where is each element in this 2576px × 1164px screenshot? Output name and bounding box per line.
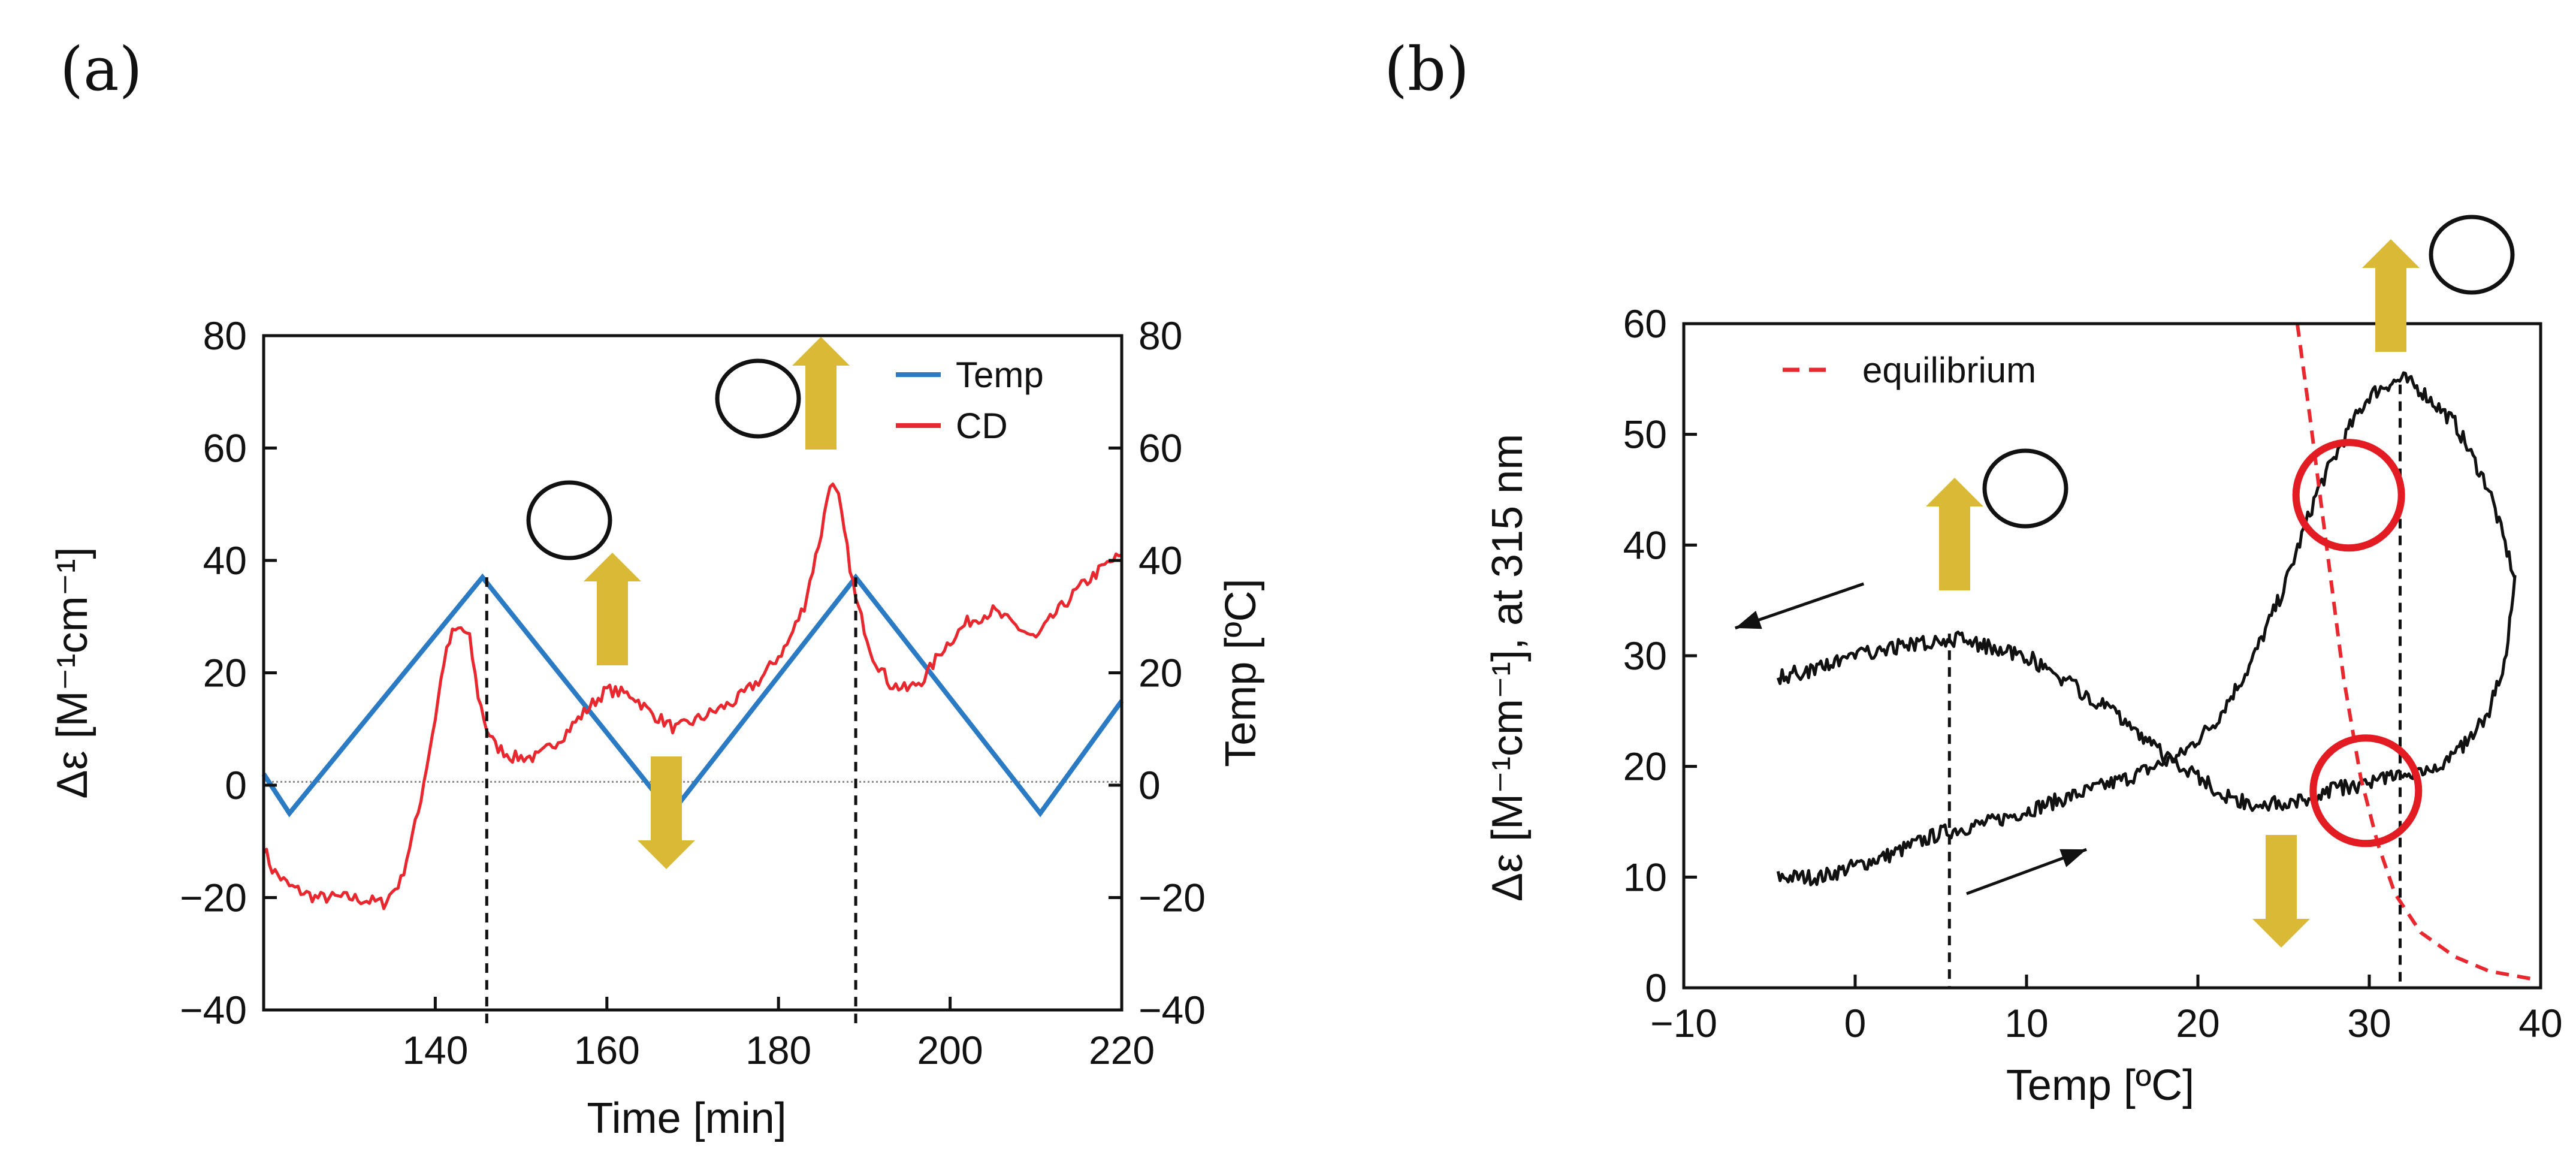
y-tick-label-b-3: 30 (1623, 634, 1667, 678)
x-tick-label-b-5: 40 (2518, 1001, 2562, 1045)
x-tick-label-a-0: 140 (402, 1028, 468, 1072)
y-tick-label-right-a-3: 20 (1138, 651, 1182, 695)
series-line-heating (1776, 371, 2517, 886)
marker-2-a-circle (526, 480, 612, 560)
plot-frame-b (1682, 322, 2542, 990)
marker-1-b-circle (2429, 215, 2515, 295)
series-line-cd (262, 483, 1122, 910)
y-tick-label-a-4: 0 (225, 763, 247, 807)
y-tick-label-b-4: 20 (1623, 744, 1667, 789)
x-tick-label-a-1: 160 (574, 1028, 640, 1072)
x-axis-title-b: Temp [ºC] (2006, 1062, 2194, 1109)
x-tick-label-a-3: 200 (917, 1028, 983, 1072)
highlight-circle-0 (2292, 439, 2405, 552)
y-tick-label-b-0: 60 (1623, 301, 1667, 346)
y-tick-label-b-6: 0 (1645, 966, 1667, 1010)
x-tick-label-a-2: 180 (745, 1028, 811, 1072)
y-tick-label-right-a-6: −40 (1138, 988, 1206, 1032)
series-line-cooling (1776, 575, 2517, 812)
arrow-up-2-b (1926, 478, 1983, 590)
legend-label-cd: CD (956, 406, 1008, 446)
y-tick-label-a-5: −20 (180, 876, 247, 920)
y-tick-label-a-1: 60 (203, 426, 247, 471)
y-tick-label-right-a-1: 60 (1138, 426, 1182, 471)
arrow-up-1-b (2362, 239, 2420, 352)
y-tick-label-b-5: 10 (1623, 855, 1667, 899)
x-tick-label-b-3: 20 (2176, 1001, 2219, 1045)
y-tick-label-right-a-4: 0 (1138, 763, 1161, 807)
arrow-down-a (638, 756, 695, 869)
y-axis-title-b: Δε [M⁻¹cm⁻¹], at 315 nm (1484, 434, 1532, 901)
y-tick-label-right-a-5: −20 (1138, 876, 1206, 920)
marker-2-b-circle (1982, 448, 2068, 529)
legend-label-equilibrium: equilibrium (1862, 350, 2036, 390)
y-tick-label-a-6: −40 (180, 988, 247, 1032)
series-line-equilibrium (2295, 323, 2533, 981)
marker-1-a-circle (715, 358, 801, 439)
panel-label-b: (b) (1384, 34, 1469, 104)
x-tick-label-b-1: 0 (1844, 1001, 1867, 1045)
panel-label-a: (a) (60, 34, 143, 104)
series-line-temp (261, 573, 1124, 818)
x-axis-title-a: Time [min] (587, 1094, 786, 1142)
arrow-up-2-a (584, 553, 641, 665)
y-tick-label-a-2: 40 (203, 538, 247, 583)
direction-arrow-head-0 (1735, 611, 1762, 629)
x-tick-label-a-4: 220 (1089, 1028, 1155, 1072)
y-axis-title-right-a: Temp [ºC] (1217, 578, 1265, 767)
y-tick-label-b-1: 50 (1623, 412, 1667, 457)
direction-arrow-head-1 (2059, 849, 2087, 867)
y-axis-title-a: Δε [M⁻¹cm⁻¹] (49, 547, 96, 798)
y-tick-label-right-a-2: 40 (1138, 538, 1182, 583)
x-tick-label-b-2: 10 (2004, 1001, 2048, 1045)
legend-label-temp: Temp (956, 355, 1044, 395)
arrow-down-b (2252, 835, 2310, 948)
highlight-circle-1 (2309, 734, 2423, 848)
x-tick-label-b-0: −10 (1650, 1001, 1717, 1045)
y-tick-label-right-a-0: 80 (1138, 313, 1182, 358)
arrow-up-1-a (792, 337, 850, 450)
y-tick-label-a-3: 20 (203, 651, 247, 695)
y-tick-label-b-2: 40 (1623, 523, 1667, 567)
x-tick-label-b-4: 30 (2347, 1001, 2391, 1045)
y-tick-label-a-0: 80 (203, 313, 247, 358)
